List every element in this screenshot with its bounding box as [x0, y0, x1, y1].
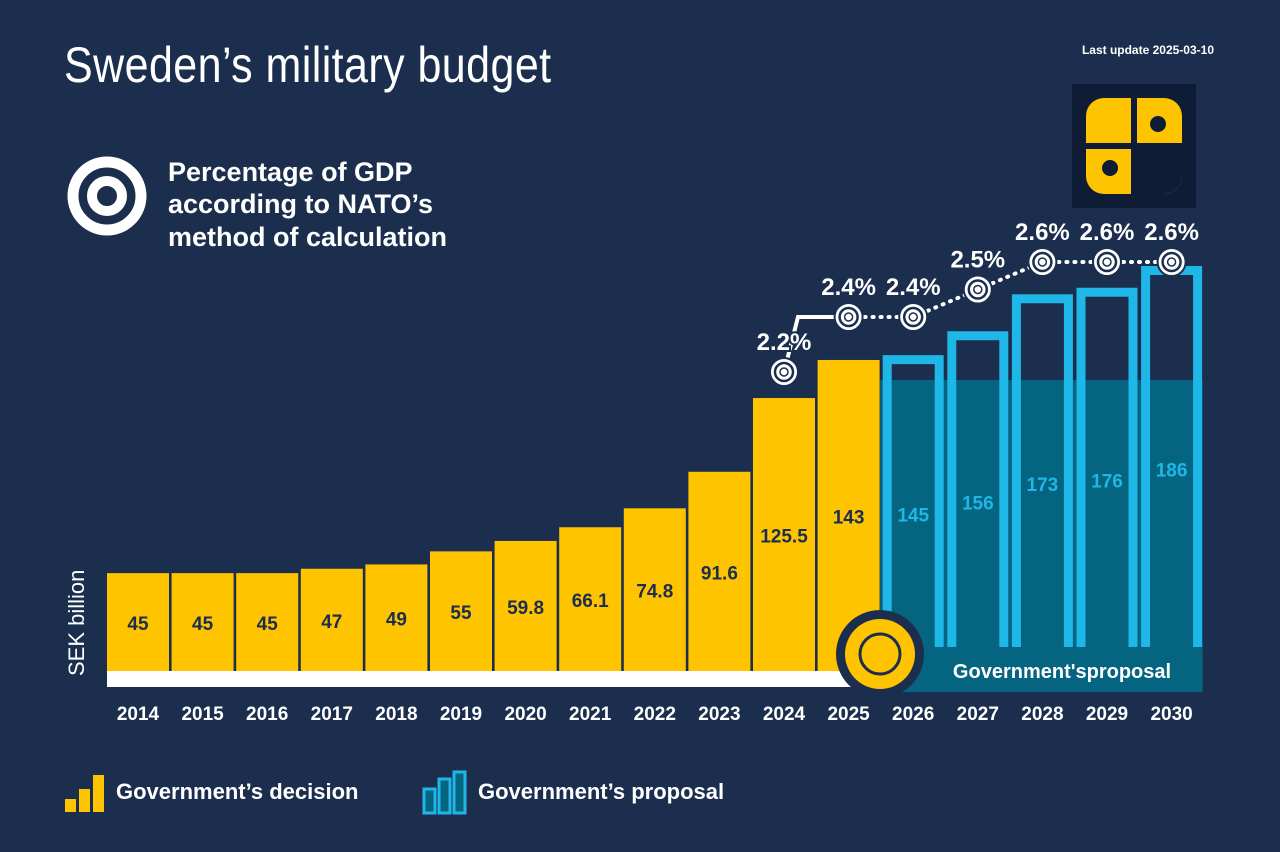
x-tick-2027: 2027 — [957, 704, 999, 725]
bar-decision-2018 — [365, 564, 428, 671]
logo-icon — [1086, 98, 1182, 194]
legend-item-decision: Government’s decision — [64, 768, 358, 816]
gdp-line-segment — [782, 315, 849, 373]
gdp-label-2027: 2.5% — [950, 247, 1005, 274]
gdp-label-2028: 2.6% — [1015, 219, 1070, 246]
data-label-2020: 59.8 — [507, 598, 544, 619]
bar-decision-2023 — [688, 471, 751, 671]
data-label-2014: 45 — [127, 614, 149, 635]
gdp-marker-ring-2027 — [967, 279, 989, 300]
gdp-marker-ring-2025 — [838, 306, 859, 328]
data-label-2029: 176 — [1091, 472, 1123, 493]
x-tick-2018: 2018 — [375, 704, 417, 725]
x-tick-2026: 2026 — [892, 704, 934, 725]
data-label-2028: 173 — [1027, 475, 1059, 496]
x-tick-2025: 2025 — [827, 704, 870, 725]
gdp-marker-core-2028 — [1037, 257, 1048, 267]
gdp-marker-ring-2030 — [1161, 251, 1182, 273]
data-label-2025: 143 — [833, 507, 865, 528]
target-icon — [66, 155, 148, 241]
data-label-2024: 125.5 — [760, 527, 808, 548]
logo — [1072, 84, 1196, 208]
gdp-marker-core-2027 — [973, 284, 983, 295]
gdp-label-2026: 2.4% — [886, 274, 941, 301]
bar-proposal-2028 — [1011, 294, 1073, 647]
bar-decision-2015 — [171, 573, 234, 671]
bar-proposal-2027 — [947, 331, 1009, 647]
proposal-bars-icon — [422, 770, 467, 815]
gdp-label-2029: 2.6% — [1080, 219, 1135, 246]
bar-decision-2014 — [107, 573, 169, 671]
x-tick-2019: 2019 — [440, 704, 482, 725]
gdp-marker-core-2024 — [779, 367, 789, 377]
bar-proposal-2026 — [882, 355, 944, 647]
coin-badge — [845, 619, 915, 689]
page-title: Sweden’s military budget — [64, 37, 552, 93]
x-tick-2029: 2029 — [1086, 704, 1128, 725]
legend-label-decision: Government’s decision — [116, 779, 359, 804]
x-tick-2017: 2017 — [311, 704, 353, 725]
gdp-label-2025: 2.4% — [821, 274, 876, 301]
bar-decision-2017 — [300, 568, 363, 671]
data-label-2018: 49 — [386, 610, 407, 631]
data-label-2030: 186 — [1156, 461, 1188, 482]
data-label-2016: 45 — [257, 614, 279, 635]
x-tick-2014: 2014 — [117, 704, 160, 725]
baseline-strip — [107, 671, 881, 687]
gdp-marker-core-2025 — [843, 312, 854, 322]
x-tick-2023: 2023 — [698, 704, 740, 725]
legend-item-proposal: Government’s proposal — [422, 768, 724, 816]
bar-decision-2016 — [236, 573, 299, 671]
gdp-marker-ring-2028 — [1032, 251, 1053, 273]
gdp-annotation-line-3: method of calculation — [168, 221, 448, 252]
gdp-marker-core-2030 — [1166, 257, 1177, 267]
gdp-annotation: Percentage of GDP according to NATO’s me… — [168, 156, 528, 253]
x-tick-2030: 2030 — [1150, 704, 1192, 725]
gdp-marker-core-2026 — [908, 312, 918, 322]
data-label-2015: 45 — [192, 614, 214, 635]
coin-badge-ring — [858, 632, 902, 676]
x-tick-2015: 2015 — [181, 704, 224, 725]
decision-bars-icon — [65, 775, 104, 812]
bar-decision-2021 — [559, 527, 622, 671]
legend-label-proposal: Government’s proposal — [478, 779, 725, 804]
gdp-annotation-line-1: Percentage of GDP — [168, 157, 413, 187]
bar-decision-2022 — [623, 508, 686, 671]
gdp-marker-core-2029 — [1102, 257, 1112, 267]
data-label-2026: 145 — [897, 505, 929, 526]
data-label-2017: 47 — [321, 612, 342, 633]
x-tick-2021: 2021 — [569, 704, 612, 725]
data-label-2023: 91.6 — [701, 563, 738, 584]
gdp-marker-ring-2029 — [1096, 251, 1118, 273]
x-tick-2016: 2016 — [246, 704, 288, 725]
data-label-2021: 66.1 — [572, 591, 609, 612]
proposal-band-label: Government'sproposal — [953, 661, 1171, 683]
gdp-marker-ring-2024 — [773, 361, 795, 383]
gdp-label-2024: 2.2% — [757, 329, 812, 356]
x-tick-2022: 2022 — [634, 704, 676, 725]
bar-decision-2019 — [430, 551, 492, 671]
proposal-band-foot — [1072, 654, 1203, 692]
data-label-2022: 74.8 — [636, 582, 673, 603]
data-label-2027: 156 — [962, 493, 994, 514]
gdp-marker-ring-2026 — [902, 306, 924, 328]
gdp-annotation-line-2: according to NATO’s — [168, 189, 434, 220]
bar-proposal-2029 — [1076, 287, 1138, 647]
x-tick-2020: 2020 — [504, 704, 546, 725]
proposal-band — [880, 380, 1203, 692]
data-label-2019: 55 — [450, 603, 472, 624]
x-tick-2024: 2024 — [763, 704, 806, 725]
gdp-label-2030: 2.6% — [1144, 219, 1199, 246]
bar-decision-2020 — [494, 540, 557, 671]
bar-decision-2024 — [753, 398, 815, 671]
last-update-label: Last update 2025-03-10 — [1081, 43, 1214, 57]
x-tick-2028: 2028 — [1021, 704, 1063, 725]
